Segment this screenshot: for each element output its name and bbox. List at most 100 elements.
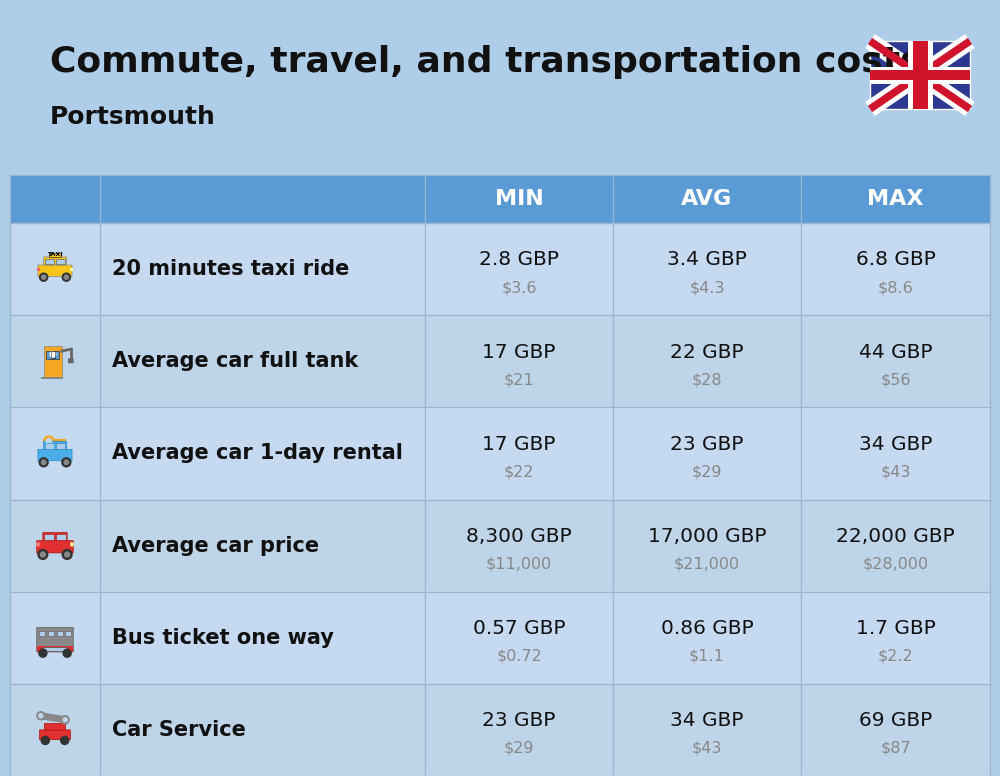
- Circle shape: [64, 460, 69, 465]
- FancyBboxPatch shape: [44, 534, 54, 540]
- FancyBboxPatch shape: [44, 442, 66, 449]
- FancyBboxPatch shape: [10, 407, 990, 500]
- FancyBboxPatch shape: [46, 351, 59, 359]
- Text: $29: $29: [504, 741, 534, 756]
- Text: MAX: MAX: [867, 189, 924, 209]
- Circle shape: [62, 273, 70, 281]
- FancyBboxPatch shape: [43, 532, 67, 541]
- Text: 20 minutes taxi ride: 20 minutes taxi ride: [112, 259, 349, 279]
- FancyBboxPatch shape: [65, 631, 71, 636]
- Text: 17 GBP: 17 GBP: [482, 342, 556, 362]
- Circle shape: [61, 736, 69, 744]
- Text: $87: $87: [880, 741, 911, 756]
- Circle shape: [40, 552, 45, 557]
- Text: 69 GBP: 69 GBP: [859, 711, 932, 730]
- Circle shape: [39, 714, 43, 718]
- FancyBboxPatch shape: [39, 631, 45, 636]
- Text: $43: $43: [692, 741, 722, 756]
- Circle shape: [61, 715, 69, 724]
- Circle shape: [64, 275, 68, 279]
- Text: 34 GBP: 34 GBP: [670, 711, 744, 730]
- Text: $21,000: $21,000: [674, 556, 740, 571]
- Circle shape: [62, 549, 72, 559]
- Text: $21: $21: [504, 372, 534, 387]
- Text: TAXI: TAXI: [47, 252, 63, 258]
- FancyBboxPatch shape: [38, 449, 72, 461]
- Text: 34 GBP: 34 GBP: [859, 435, 932, 454]
- Circle shape: [37, 712, 45, 720]
- Circle shape: [39, 458, 48, 467]
- Text: Average car price: Average car price: [112, 535, 319, 556]
- Text: $29: $29: [692, 464, 722, 480]
- Text: $11,000: $11,000: [486, 556, 552, 571]
- Text: $8.6: $8.6: [878, 280, 913, 295]
- Circle shape: [40, 273, 48, 281]
- FancyBboxPatch shape: [70, 268, 73, 271]
- FancyBboxPatch shape: [45, 258, 54, 264]
- Text: 17,000 GBP: 17,000 GBP: [648, 527, 766, 546]
- Text: $28,000: $28,000: [862, 556, 929, 571]
- FancyBboxPatch shape: [10, 684, 990, 776]
- FancyBboxPatch shape: [870, 70, 970, 80]
- Text: $4.3: $4.3: [689, 280, 725, 295]
- FancyBboxPatch shape: [870, 67, 970, 84]
- Text: $3.6: $3.6: [501, 280, 537, 295]
- Text: 8,300 GBP: 8,300 GBP: [466, 527, 572, 546]
- Text: 23 GBP: 23 GBP: [482, 711, 556, 730]
- FancyBboxPatch shape: [56, 258, 65, 264]
- Text: 3.4 GBP: 3.4 GBP: [667, 251, 747, 269]
- FancyBboxPatch shape: [37, 541, 73, 553]
- Text: $2.2: $2.2: [878, 649, 913, 663]
- FancyBboxPatch shape: [10, 500, 990, 591]
- FancyBboxPatch shape: [41, 376, 63, 379]
- FancyBboxPatch shape: [48, 631, 54, 636]
- FancyBboxPatch shape: [56, 443, 65, 449]
- FancyBboxPatch shape: [10, 175, 990, 223]
- FancyBboxPatch shape: [37, 628, 73, 652]
- FancyBboxPatch shape: [68, 359, 74, 363]
- Text: 0.86 GBP: 0.86 GBP: [661, 619, 753, 638]
- Text: 22 GBP: 22 GBP: [670, 342, 744, 362]
- FancyBboxPatch shape: [38, 265, 72, 276]
- FancyBboxPatch shape: [57, 631, 63, 636]
- FancyBboxPatch shape: [40, 730, 70, 740]
- Text: Portsmouth: Portsmouth: [50, 105, 216, 129]
- FancyBboxPatch shape: [70, 542, 74, 546]
- Circle shape: [44, 436, 54, 446]
- Text: $22: $22: [504, 464, 534, 480]
- FancyBboxPatch shape: [10, 223, 990, 315]
- Circle shape: [46, 438, 52, 444]
- Text: 6.8 GBP: 6.8 GBP: [856, 251, 935, 269]
- FancyBboxPatch shape: [44, 257, 66, 265]
- Text: $28: $28: [692, 372, 722, 387]
- Text: $0.72: $0.72: [496, 649, 542, 663]
- Circle shape: [42, 275, 46, 279]
- FancyBboxPatch shape: [43, 647, 67, 651]
- FancyBboxPatch shape: [56, 534, 66, 540]
- Text: 23 GBP: 23 GBP: [670, 435, 744, 454]
- Text: Bus ticket one way: Bus ticket one way: [112, 628, 334, 648]
- FancyBboxPatch shape: [912, 41, 928, 109]
- FancyBboxPatch shape: [44, 723, 66, 730]
- Text: Average car 1-day rental: Average car 1-day rental: [112, 443, 403, 463]
- FancyBboxPatch shape: [908, 41, 932, 109]
- Circle shape: [38, 549, 48, 559]
- FancyBboxPatch shape: [44, 346, 62, 378]
- Circle shape: [62, 458, 71, 467]
- Circle shape: [41, 736, 49, 744]
- Text: 22,000 GBP: 22,000 GBP: [836, 527, 955, 546]
- Text: 1.7 GBP: 1.7 GBP: [856, 619, 935, 638]
- Circle shape: [63, 718, 67, 722]
- Text: 44 GBP: 44 GBP: [859, 342, 932, 362]
- Text: Car Service: Car Service: [112, 720, 246, 740]
- Text: Commute, travel, and transportation costs: Commute, travel, and transportation cost…: [50, 45, 922, 79]
- FancyBboxPatch shape: [10, 591, 990, 684]
- Circle shape: [65, 552, 70, 557]
- Text: AVG: AVG: [681, 189, 733, 209]
- Text: 💧: 💧: [50, 350, 55, 359]
- FancyBboxPatch shape: [870, 41, 970, 109]
- Text: MIN: MIN: [495, 189, 543, 209]
- Circle shape: [39, 649, 47, 657]
- Circle shape: [50, 352, 56, 357]
- Circle shape: [41, 460, 46, 465]
